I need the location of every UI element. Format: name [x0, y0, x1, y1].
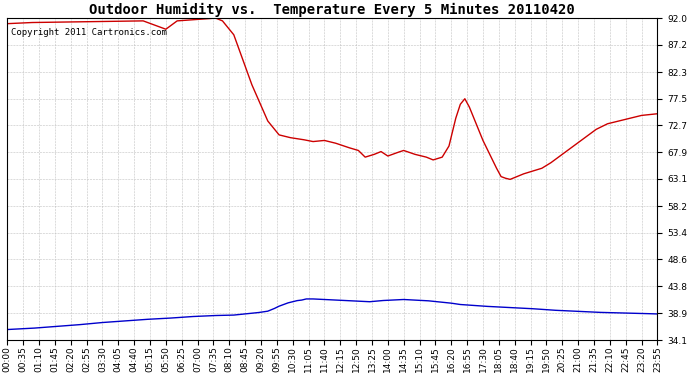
Text: Copyright 2011 Cartronics.com: Copyright 2011 Cartronics.com: [10, 28, 166, 37]
Title: Outdoor Humidity vs.  Temperature Every 5 Minutes 20110420: Outdoor Humidity vs. Temperature Every 5…: [90, 3, 575, 17]
